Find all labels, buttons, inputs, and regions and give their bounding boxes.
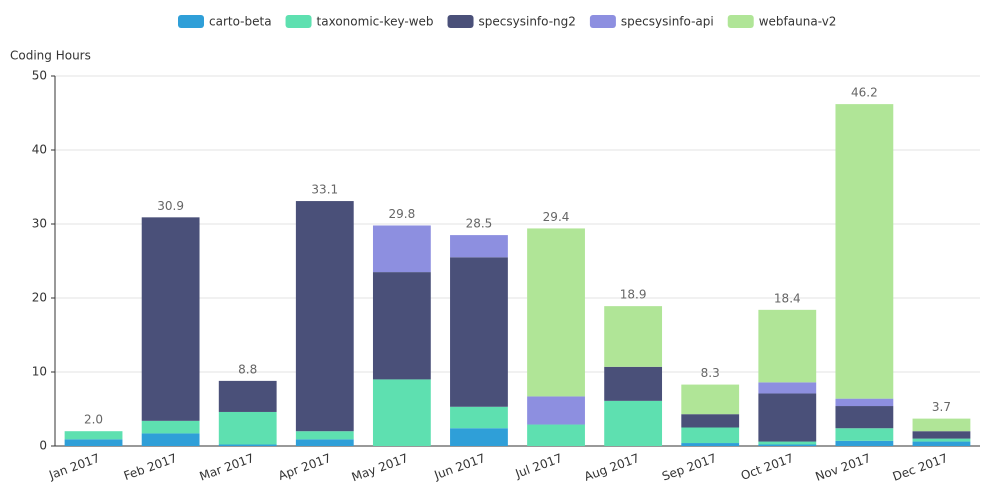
total-label: 18.9 [620,288,647,302]
total-label: 28.5 [466,217,493,231]
bar-segment [295,439,354,446]
legend-swatch [178,15,204,28]
bar-segment [141,420,200,434]
bar-segment [218,411,277,445]
x-tick-label: Apr 2017 [276,451,333,483]
bar-segment [912,441,971,446]
legend-label: carto-beta [209,15,272,29]
bar-segment [527,424,585,446]
bar-segment [681,414,740,428]
bar-segment [758,309,817,383]
bar-segment [64,431,123,440]
y-tick-label: 40 [32,143,47,157]
x-tick-label: Dec 2017 [891,451,950,484]
x-tick-label: Jun 2017 [432,451,488,483]
bar-segment [218,444,277,446]
bar-segment [604,400,663,446]
bar-segment [835,440,894,446]
bar-segment [64,439,123,446]
y-tick-label: 50 [32,69,47,83]
total-label: 8.3 [701,366,720,380]
bar-segment [912,431,971,439]
x-tick-label: Aug 2017 [582,451,641,484]
bar-segment [835,398,894,407]
legend-label: specsysinfo-ng2 [479,15,576,29]
bar-segment [372,225,431,273]
bar-segment [372,272,431,380]
bar-segment [758,382,817,394]
x-tick-label: Nov 2017 [814,451,873,484]
bar-segment [912,418,971,432]
legend-swatch [285,15,312,28]
total-label: 29.8 [389,207,416,221]
bar-segment [450,406,508,429]
total-label: 30.9 [157,199,184,213]
bar-segment [450,428,508,446]
y-tick-label: 10 [32,365,47,379]
bar-segment [218,380,277,412]
y-tick-label: 30 [32,217,47,231]
y-axis-label: Coding Hours [10,49,91,63]
bar-segment [141,433,200,446]
bar-segment [835,104,894,399]
x-tick-label: Sep 2017 [660,451,718,484]
bar-segment [527,228,585,397]
total-label: 46.2 [851,86,878,100]
legend-swatch [447,15,474,28]
total-label: 8.8 [238,362,257,376]
bar-segment [604,366,663,401]
bar-segment [372,379,431,446]
x-tick-label: Jul 2017 [513,451,565,481]
legend-label: taxonomic-key-web [317,15,434,29]
bar-segment [758,441,817,445]
total-label: 33.1 [311,183,338,197]
bar-segment [295,201,354,432]
bar-segment [295,431,354,440]
bar-segment [912,438,971,442]
total-label: 18.4 [774,291,801,305]
bar-segment [758,393,817,442]
total-label: 3.7 [932,400,951,414]
bar-segment [527,396,585,425]
y-tick-label: 20 [32,291,47,305]
x-tick-label: May 2017 [350,451,410,484]
bar-segment [681,384,740,415]
bar-segment [835,428,894,441]
bar-segment [604,306,663,367]
x-tick-label: Feb 2017 [122,451,179,483]
legend-label: webfauna-v2 [759,15,837,29]
total-label: 29.4 [543,210,570,224]
total-label: 2.0 [84,413,103,427]
bar-segment [450,257,508,407]
legend-swatch [727,15,754,28]
bar-segment [450,235,508,258]
bar-segment [681,427,740,444]
x-tick-label: Jan 2017 [46,451,101,483]
x-tick-label: Oct 2017 [739,451,796,483]
legend-label: specsysinfo-api [621,15,714,29]
bar-segment [758,444,817,446]
bar-segment [835,406,894,429]
legend-swatch [589,15,616,28]
x-tick-label: Mar 2017 [198,451,256,484]
y-tick-label: 0 [39,439,47,453]
bar-segment [681,443,740,446]
bar-segment [141,217,200,421]
